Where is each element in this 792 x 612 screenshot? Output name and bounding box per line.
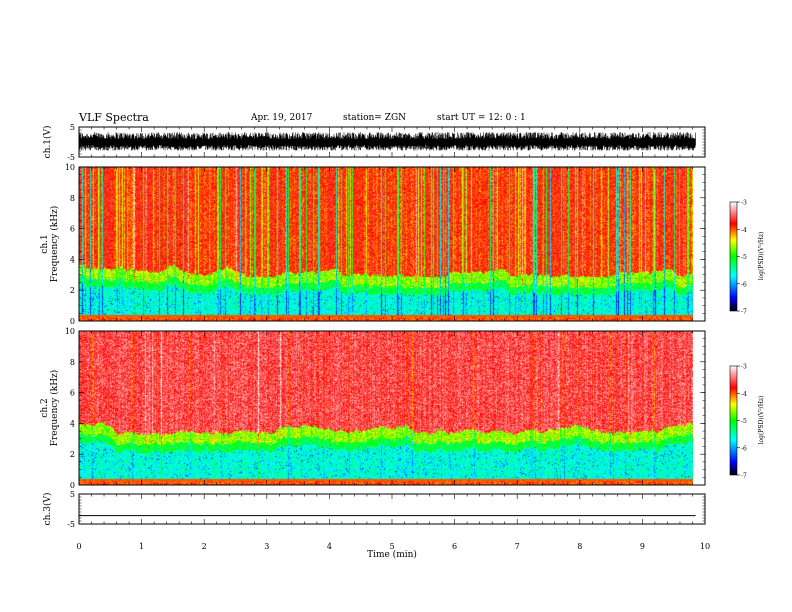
ch1-colorbar-ticks: -7 -6 -5 -4 -3 <box>737 200 747 316</box>
ch1-spectrogram-ytick-label: 4 <box>70 255 75 264</box>
ch2-colorbar <box>729 365 738 476</box>
ch2-spectrogram-ytick-label: 2 <box>70 450 75 459</box>
ch2-spectrogram-ytick-label: 4 <box>70 419 75 428</box>
ch2-spectrogram-ytick-label: 6 <box>70 389 75 398</box>
ch1-waveform-ticks: -5 5 <box>67 123 706 162</box>
ch1-spectrogram-ytick-label: 10 <box>65 163 75 172</box>
ch1-spectrogram-ytick-label: 6 <box>70 225 75 234</box>
date-label: Apr. 19, 2017 <box>251 113 313 123</box>
time-tick-label: 1 <box>139 542 144 551</box>
ch1-spectrogram-ticks: 0 2 4 6 8 10 <box>65 163 706 326</box>
ch1-waveform-line <box>78 132 696 151</box>
colorbar-tick-label: -5 <box>741 254 747 261</box>
ch1-waveform-ytick-label: 5 <box>70 123 75 132</box>
ch2-colorbar-ticks: -7 -6 -5 -4 -3 <box>737 364 747 480</box>
ch1-waveform-panel: -5 5 ch.1(V) <box>42 123 706 162</box>
ch2-spectrogram-ytick-label: 0 <box>70 481 75 490</box>
start-time-label: start UT = 12: 0 : 1 <box>437 113 526 123</box>
ch3-waveform-panel: -5 5 ch.3(V) <box>42 490 706 529</box>
ch1-waveform-ytick-label: -5 <box>67 153 75 162</box>
colorbar-tick-label: -7 <box>741 473 747 480</box>
time-tick-label: 6 <box>452 542 457 551</box>
ch1-spectrogram-ylabel: ch.1 <box>40 234 50 253</box>
ch1-spectrogram-ytick-label: 2 <box>70 286 75 295</box>
ch3-waveform-ticks: -5 5 <box>67 490 706 529</box>
ch2-spectrogram-ylabel: ch.2 <box>40 398 50 417</box>
ch1-colorbar <box>729 201 738 312</box>
time-tick-label: 10 <box>700 542 710 551</box>
time-tick-label: 5 <box>389 542 394 551</box>
ch1-spectrogram-frequency-label: Frequency (kHz) <box>49 206 60 283</box>
ch2-spectrogram-ticks: 0 2 4 6 8 10 <box>65 327 706 490</box>
time-tick-label: 0 <box>76 542 81 551</box>
ch2-spectrogram-image <box>79 331 693 485</box>
ch1-spectrogram-image <box>79 167 693 321</box>
colorbar-tick-label: -4 <box>741 227 747 234</box>
colorbar-tick-label: -3 <box>741 200 747 207</box>
station-label: station= ZGN <box>343 113 407 123</box>
time-tick-label: 8 <box>577 542 582 551</box>
colorbar-tick-label: -3 <box>741 364 747 371</box>
ch3-waveform-ylabel: ch.3(V) <box>42 493 53 526</box>
ch3-waveform-ytick-label: 5 <box>70 490 75 499</box>
ch1-spectrogram-ytick-label: 8 <box>70 194 75 203</box>
colorbar-tick-label: -6 <box>741 281 747 288</box>
chart-title: VLF Spectra <box>79 111 149 124</box>
colorbar-tick-label: -6 <box>741 445 747 452</box>
time-tick-label: 7 <box>515 542 520 551</box>
time-axis-label: Time (min) <box>367 549 417 560</box>
ch2-spectrogram-ytick-label: 8 <box>70 358 75 367</box>
ch2-spectrogram-ytick-label: 10 <box>65 327 75 336</box>
ch1-waveform-trace <box>78 132 696 151</box>
ch1-spectrogram-ytick-label: 0 <box>70 317 75 326</box>
colorbar-tick-label: -4 <box>741 391 747 398</box>
colorbar-tick-label: -7 <box>741 309 747 316</box>
colorbar-tick-label: -5 <box>741 418 747 425</box>
time-tick-label: 3 <box>264 542 269 551</box>
time-tick-label: 4 <box>327 542 332 551</box>
ch3-waveform-ytick-label: -5 <box>67 520 75 529</box>
ch2-spectrogram-frequency-label: Frequency (kHz) <box>49 370 60 447</box>
ch1-waveform-ylabel: ch.1(V) <box>42 126 53 159</box>
time-tick-label: 2 <box>202 542 207 551</box>
ch2-colorbar-label: log(PSD)(V²/Hz) <box>758 396 765 445</box>
time-tick-label: 9 <box>640 542 645 551</box>
ch1-colorbar-label: log(PSD)(V²/Hz) <box>758 232 765 281</box>
time-axis: 0 1 2 3 4 5 6 7 8 9 10 <box>76 542 710 551</box>
